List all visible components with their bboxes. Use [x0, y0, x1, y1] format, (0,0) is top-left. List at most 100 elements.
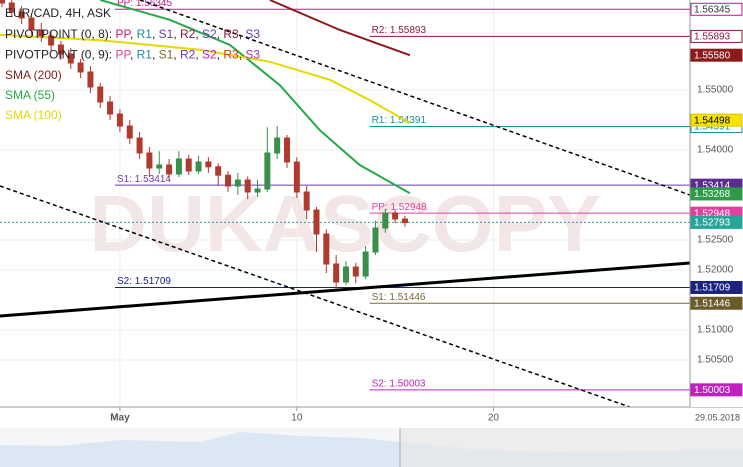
- pivot-label: S2: 1.50003: [372, 378, 426, 389]
- candle-body: [146, 152, 153, 169]
- candle-body: [185, 158, 192, 172]
- candle-body: [0, 0, 5, 4]
- pivot-legend-item: R1: [137, 48, 153, 62]
- price-tag-label: 1.55580: [694, 50, 731, 61]
- price-tag: [690, 296, 743, 310]
- pivot-legend-separator: ,: [195, 48, 202, 62]
- candle-body: [57, 44, 64, 55]
- pivot-legend-item: R1: [137, 27, 153, 41]
- pivot-legend-separator: ,: [173, 27, 180, 41]
- price-tag: [690, 187, 743, 201]
- candle-body: [116, 113, 123, 127]
- candle-body: [38, 29, 45, 37]
- plot-area: PP: 1.56345 S1: 1.53414 S2: 1.51709 R2: 1.5…: [0, 0, 690, 407]
- pivot-legend-item: S1: [159, 27, 174, 41]
- candle-body: [274, 137, 281, 154]
- price-tag-label: 1.50003: [694, 385, 731, 396]
- trend-line: [0, 185, 631, 407]
- candle-body: [156, 164, 163, 169]
- price-tag: [690, 215, 743, 229]
- candle-body: [136, 137, 143, 154]
- candle-body: [126, 125, 133, 139]
- pivot-legend-item: S3: [245, 48, 260, 62]
- candle-body: [254, 188, 261, 193]
- candle-body: [225, 174, 232, 187]
- price-tag-label: 1.56345: [694, 4, 731, 15]
- pivot-legend-separator: ,: [239, 27, 246, 41]
- pivot-legend-separator: ,: [152, 27, 159, 41]
- legend-entry: SMA (200): [5, 68, 62, 82]
- pivot-legend-separator: ,: [130, 27, 137, 41]
- pivot-label: S1: 1.53414: [117, 174, 171, 185]
- sma-line: [0, 33, 411, 124]
- pivot-legend-item: R2: [180, 48, 196, 62]
- candle-body: [342, 266, 349, 283]
- pivot-legend-separator: ,: [195, 27, 202, 41]
- pivot-label: PP: 1.56345: [117, 0, 172, 9]
- y-tick-label: 1.52000: [697, 265, 734, 276]
- price-tag: [690, 113, 743, 127]
- candle-body: [205, 161, 212, 168]
- candle-body: [8, 2, 15, 13]
- price-tag-label: 1.53268: [694, 189, 731, 200]
- pivot-label: S1: 1.51446: [372, 292, 426, 303]
- candle-body: [48, 35, 55, 46]
- candle-body: [18, 11, 25, 19]
- instrument-title: EUR/CAD, 4H, ASK: [5, 6, 111, 20]
- candle-body: [372, 227, 379, 253]
- pivot-legend-item: R3: [223, 48, 239, 62]
- candle-body: [293, 161, 300, 193]
- pivot-legend-item: R3: [223, 27, 239, 41]
- sma-line: [100, 0, 411, 195]
- price-tag-label: 1.52793: [694, 218, 731, 229]
- candle-body: [166, 164, 173, 175]
- legend-entry: SMA (55): [5, 88, 55, 102]
- candle-body: [67, 53, 74, 64]
- candle-body: [382, 212, 389, 229]
- candle-body: [284, 137, 291, 163]
- pivot-label: S2: 1.51709: [117, 276, 171, 287]
- candle-body: [401, 218, 408, 224]
- pivot-legend-separator: ,: [217, 27, 224, 41]
- price-tag-label: 1.51709: [694, 283, 731, 294]
- y-tick-label: 1.51000: [697, 325, 734, 336]
- x-tick-label: May: [110, 413, 130, 424]
- candle-body: [303, 191, 310, 211]
- pivot-legend-item: PP: [115, 27, 131, 41]
- candle-body: [264, 152, 271, 190]
- legend-entry: SMA (100): [5, 108, 62, 122]
- navigator-mask: [400, 428, 743, 467]
- candle-body: [107, 101, 114, 115]
- pivot-legend-separator: ,: [239, 48, 246, 62]
- axis-labels: 1.50500 1.51000 1.52000 1.52500 1.54000 1.550…: [110, 2, 743, 424]
- candle-body: [352, 266, 359, 277]
- pivot-legend-item: S1: [159, 48, 174, 62]
- pivot-legend: PIVOTPOINT (0, 9): PP, R1, S1, R2, S2, R…: [5, 48, 260, 62]
- pivot-legend-prefix: PIVOTPOINT (0, 8):: [5, 27, 115, 41]
- price-tag: [690, 280, 743, 294]
- pivot-legend-item: PP: [115, 48, 131, 62]
- pivot-legend-item: S2: [202, 48, 217, 62]
- y-tick-label: 1.55000: [697, 85, 734, 96]
- price-tag-label: 1.55893: [694, 32, 731, 43]
- price-tag: [690, 48, 743, 62]
- candle-body: [77, 62, 84, 73]
- pivot-label: R1: 1.54391: [372, 115, 427, 126]
- pivot-label: R2: 1.55893: [372, 25, 427, 36]
- watermark: DUKASCOPY: [89, 179, 600, 268]
- x-tick-label: 20: [488, 413, 500, 424]
- date-label: 29.05.2018: [695, 412, 740, 422]
- pivot-legend-item: S3: [245, 27, 260, 41]
- pivot-legend-separator: ,: [130, 48, 137, 62]
- candle-body: [97, 86, 104, 103]
- pivot-label: PP: 1.52948: [372, 202, 427, 213]
- pivot-legend-item: S2: [202, 27, 217, 41]
- price-tag: [690, 29, 743, 43]
- price-tag-label: 1.53414: [694, 180, 731, 191]
- price-tag-label: 1.54498: [694, 115, 731, 126]
- x-tick-label: 10: [291, 413, 303, 424]
- candle-body: [362, 251, 369, 277]
- y-tick-label: 1.50500: [697, 355, 734, 366]
- navigator: [0, 428, 743, 467]
